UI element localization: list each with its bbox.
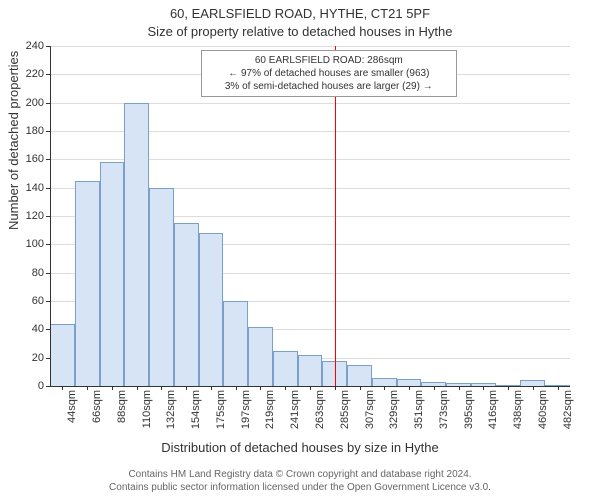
histogram-bar — [347, 365, 372, 386]
x-axis — [50, 386, 570, 387]
x-tick-label: 241sqm — [289, 390, 301, 429]
x-tick-label: 154sqm — [190, 390, 202, 429]
y-tick-label: 160 — [26, 153, 44, 165]
histogram-bar — [298, 355, 323, 386]
y-tick-label: 240 — [26, 40, 44, 52]
y-tick-label: 180 — [26, 125, 44, 137]
y-tick-label: 120 — [26, 210, 44, 222]
x-tick-label: 285sqm — [339, 390, 351, 429]
reference-line — [335, 46, 336, 386]
y-tick-label: 100 — [26, 238, 44, 250]
copyright-line-2: Contains public sector information licen… — [0, 481, 600, 494]
histogram-bar — [199, 233, 224, 386]
x-tick-label: 438sqm — [512, 390, 524, 429]
x-tick-label: 460sqm — [537, 390, 549, 429]
x-tick-label: 175sqm — [215, 390, 227, 429]
histogram-bar — [372, 378, 397, 387]
x-tick-label: 395sqm — [463, 390, 475, 429]
y-axis-label: Number of detached properties — [6, 51, 21, 230]
histogram-bar — [248, 327, 273, 387]
y-tick-label: 20 — [32, 352, 44, 364]
x-tick-label: 351sqm — [413, 390, 425, 429]
chart-title: 60, EARLSFIELD ROAD, HYTHE, CT21 5PF — [0, 6, 600, 21]
x-tick-label: 88sqm — [116, 390, 128, 423]
histogram-bar — [100, 162, 125, 386]
legend-line-2: ← 97% of detached houses are smaller (96… — [208, 67, 450, 80]
x-tick-label: 132sqm — [165, 390, 177, 429]
legend-line-3: 3% of semi-detached houses are larger (2… — [208, 80, 450, 93]
x-tick-label: 197sqm — [240, 390, 252, 429]
x-tick-label: 416sqm — [487, 390, 499, 429]
x-tick-label: 44sqm — [66, 390, 78, 423]
plot-area: 02040608010012014016018020022024044sqm66… — [50, 46, 570, 386]
x-tick-label: 263sqm — [314, 390, 326, 429]
x-axis-label: Distribution of detached houses by size … — [161, 440, 439, 455]
y-tick-label: 80 — [32, 267, 44, 279]
x-tick-label: 219sqm — [264, 390, 276, 429]
x-tick-label: 307sqm — [364, 390, 376, 429]
grid-line — [50, 46, 570, 47]
y-tick-label: 60 — [32, 295, 44, 307]
y-tick-label: 0 — [38, 380, 44, 392]
legend-line-1: 60 EARLSFIELD ROAD: 286sqm — [208, 54, 450, 67]
y-axis — [50, 46, 51, 386]
y-tick-label: 220 — [26, 68, 44, 80]
x-tick-label: 110sqm — [141, 390, 153, 428]
histogram-bar — [273, 351, 298, 386]
histogram-bar — [397, 379, 422, 386]
histogram-bar — [75, 181, 100, 386]
copyright-notice: Contains HM Land Registry data © Crown c… — [0, 468, 600, 494]
histogram-bar — [223, 301, 248, 386]
y-tick-label: 40 — [32, 323, 44, 335]
histogram-bar — [50, 324, 75, 386]
x-tick-label: 373sqm — [438, 390, 450, 429]
histogram-bar — [149, 188, 174, 386]
y-tick-label: 140 — [26, 182, 44, 194]
x-tick-label: 329sqm — [388, 390, 400, 429]
copyright-line-1: Contains HM Land Registry data © Crown c… — [0, 468, 600, 481]
legend-box: 60 EARLSFIELD ROAD: 286sqm← 97% of detac… — [201, 50, 457, 97]
y-tick-label: 200 — [26, 97, 44, 109]
x-tick-label: 482sqm — [562, 390, 574, 429]
histogram-bar — [124, 103, 149, 386]
x-tick-label: 66sqm — [91, 390, 103, 423]
chart-subtitle: Size of property relative to detached ho… — [0, 24, 600, 39]
histogram-bar — [174, 223, 199, 386]
